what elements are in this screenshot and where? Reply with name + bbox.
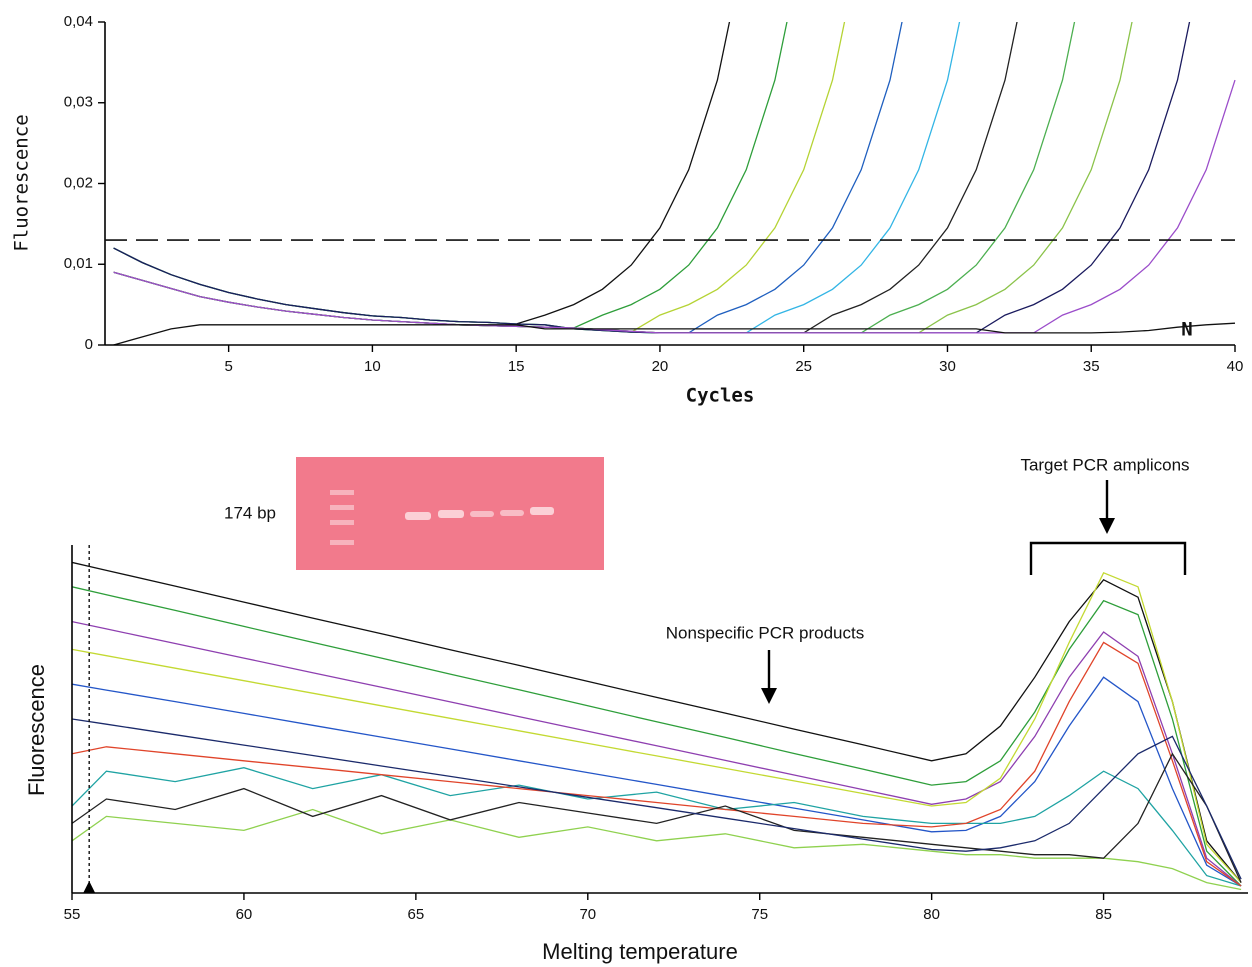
x-tick-label: 60 [236,906,253,923]
x-tick-label: 75 [751,906,768,923]
annotation: Target PCR amplicons [1020,455,1189,474]
x-axis-label: Melting temperature [542,939,738,964]
x-tick-label: 5 [224,358,232,375]
y-axis-label: Fluorescence [11,114,33,251]
annotation-arrows [761,480,1187,704]
marker-triangle [83,881,96,893]
annotation: N [1181,319,1192,341]
x-tick-label: 30 [939,358,956,375]
series-line [113,322,1236,345]
x-tick-label: 85 [1095,906,1112,923]
series-line [113,22,1076,334]
y-tick-label: 0,02 [64,174,93,191]
series-line [72,586,1242,887]
x-tick-label: 10 [364,358,381,375]
x-axis-label: Cycles [686,385,755,407]
y-tick-label: 0,01 [64,255,93,272]
gel-image [296,457,604,570]
plot-area [72,561,1242,891]
annotation: Nonspecific PCR products [666,623,864,642]
x-tick-label: 70 [579,906,596,923]
series-line [113,22,961,334]
series-line [113,22,788,329]
series-line [113,22,1191,334]
series-line [113,22,1133,334]
series-line [72,571,1242,884]
series-line [113,22,903,334]
x-tick-label: 15 [508,358,525,375]
x-tick-label: 35 [1083,358,1100,375]
x-tick-label: 40 [1227,358,1244,375]
series-line [72,808,1242,891]
plot-area [113,22,1236,345]
series-line [72,676,1242,887]
series-line [72,752,1242,883]
series-line [113,79,1236,334]
y-axis-label: Fluorescence [24,664,49,796]
x-tick-label: 25 [795,358,812,375]
series-line [72,641,1242,887]
series-line [72,561,1242,884]
x-tick-label: 20 [652,358,669,375]
series-line [72,767,1242,887]
series-line [113,22,731,325]
y-tick-label: 0,03 [64,94,93,111]
series-line [113,22,846,333]
annotation: 174 bp [224,503,276,522]
y-tick-label: 0,04 [64,13,93,30]
x-tick-label: 55 [64,906,81,923]
y-tick-label: 0 [85,336,93,353]
x-tick-label: 65 [408,906,425,923]
series-line [72,718,1242,880]
series-line [72,620,1242,887]
x-tick-label: 80 [923,906,940,923]
